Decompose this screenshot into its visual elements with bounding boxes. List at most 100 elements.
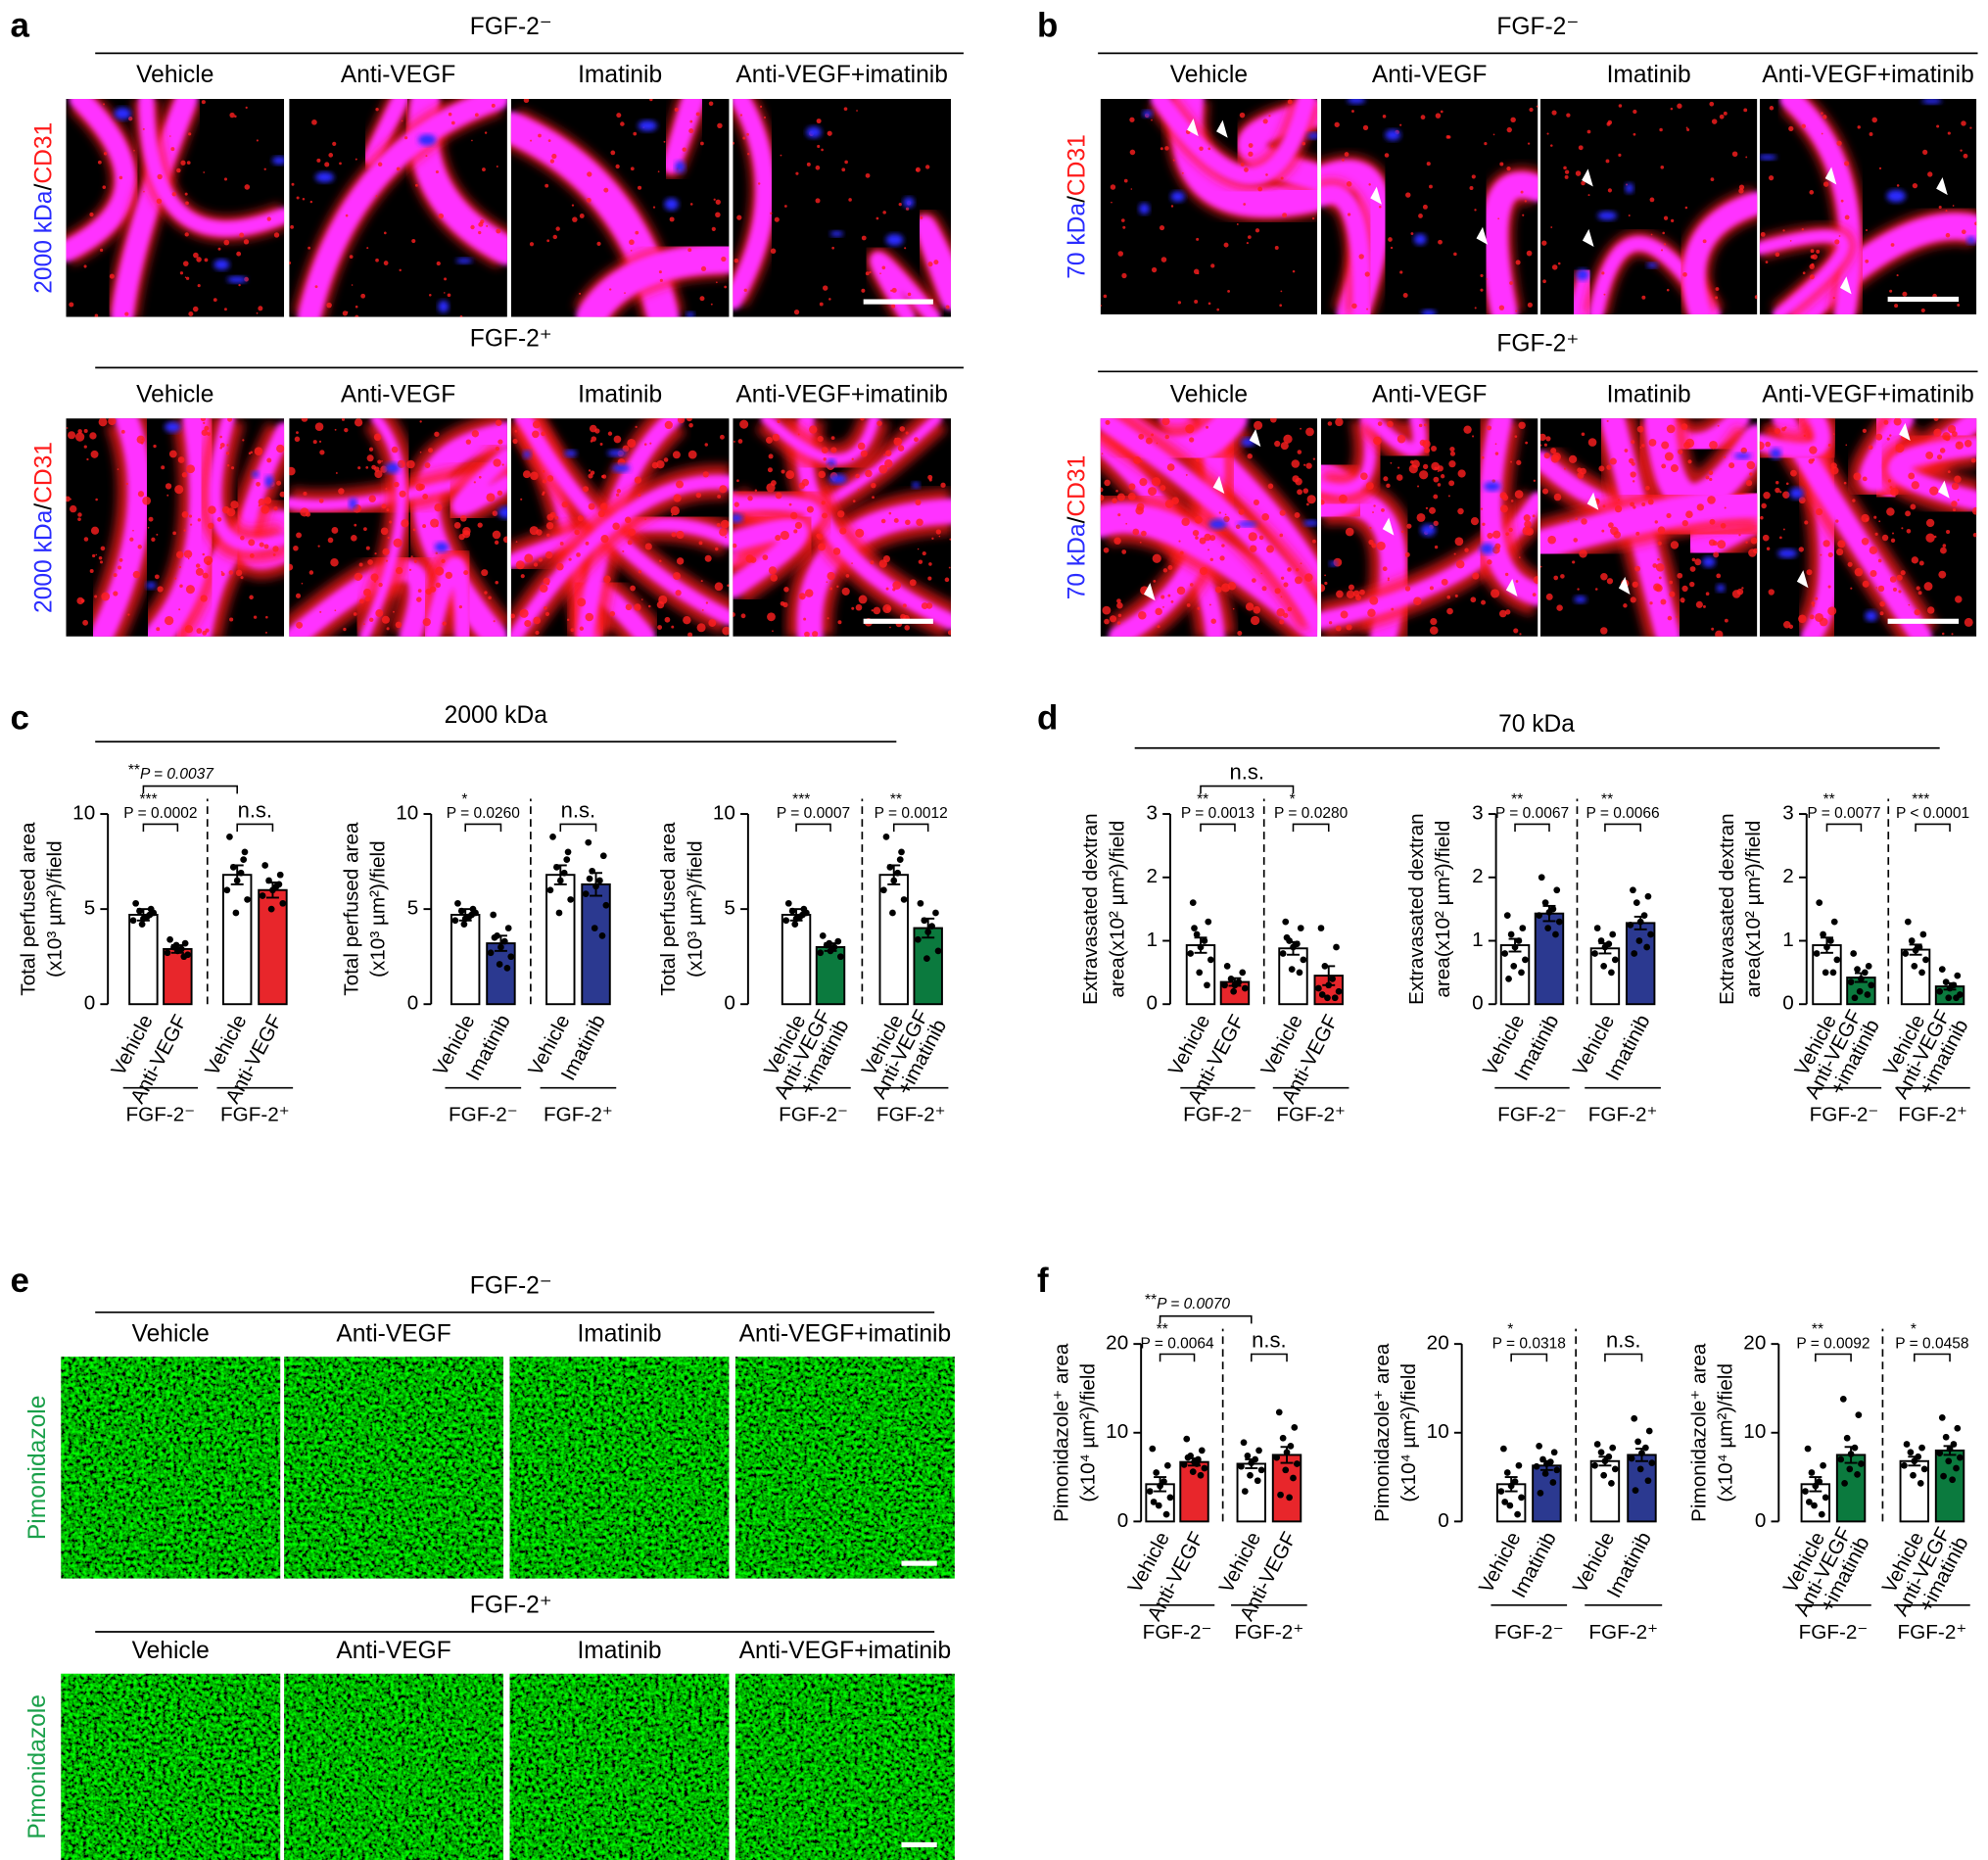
speckle (1564, 169, 1570, 174)
speckle (1276, 607, 1285, 617)
speckle (770, 212, 773, 215)
micrograph (734, 1673, 955, 1860)
tracer-spot (638, 119, 657, 131)
speckle (1618, 104, 1623, 108)
speckle (904, 247, 907, 250)
data-point (1826, 937, 1834, 944)
data-point (180, 953, 188, 961)
speckle (719, 528, 728, 537)
speckle (175, 550, 184, 559)
speckle (201, 429, 209, 436)
speckle (1895, 443, 1905, 453)
speckle (1192, 529, 1200, 537)
speckle (309, 200, 313, 204)
speckle (477, 522, 483, 528)
speckle (369, 617, 374, 623)
data-point (1180, 1461, 1188, 1468)
group-label: FGF-2⁺ (1898, 1104, 1967, 1126)
speckle (720, 519, 730, 529)
speckle (1223, 515, 1230, 523)
speckle (358, 562, 363, 567)
speckle (826, 581, 828, 583)
arrowhead (1586, 492, 1599, 510)
speckle (927, 262, 933, 267)
speckle (314, 285, 318, 289)
data-point (1954, 1424, 1962, 1432)
speckle (1606, 578, 1614, 585)
data-point (1510, 963, 1518, 970)
speckle (819, 302, 824, 307)
vessel (422, 556, 472, 637)
speckle (226, 444, 229, 447)
speckle (1779, 491, 1782, 494)
data-point (460, 921, 468, 929)
speckle (1938, 570, 1947, 579)
speckle (492, 510, 498, 516)
data-point (1497, 1488, 1505, 1495)
speckle (1801, 123, 1806, 129)
speckle (522, 470, 531, 479)
speckle (142, 496, 152, 505)
speckle (1135, 505, 1144, 515)
speckle (1760, 515, 1764, 520)
speckle (1617, 499, 1621, 501)
data-point (1238, 1462, 1245, 1470)
speckle (551, 153, 557, 160)
data-point (1550, 1449, 1558, 1456)
speckle (1381, 507, 1385, 512)
speckle (339, 162, 342, 166)
speckle (1684, 438, 1695, 449)
speckle (1207, 548, 1210, 551)
condition-header: FGF-2⁺ (1496, 331, 1579, 358)
tracer-spot (912, 482, 921, 489)
speckle (556, 562, 564, 571)
speckle (1929, 486, 1939, 496)
speckle (1539, 565, 1542, 568)
speckle (383, 231, 387, 235)
speckle (1514, 490, 1524, 499)
group-label: FGF-2⁻ (779, 1104, 848, 1126)
tracer-spot (1921, 98, 1942, 105)
y-axis-label: Extravasated dextran (1079, 813, 1102, 1005)
speckle (1687, 459, 1692, 464)
y-tick-label: 0 (84, 992, 96, 1015)
speckle (184, 625, 194, 634)
speckle (687, 450, 697, 459)
treatment-label: Anti-VEGF+imatinib (739, 1638, 952, 1664)
y-axis-label: (x10⁴ µm²)/field (1077, 1363, 1100, 1502)
speckle (70, 498, 72, 501)
speckle (1743, 108, 1748, 113)
speckle (1219, 555, 1225, 561)
speckle (734, 258, 739, 263)
speckle (1270, 418, 1277, 423)
bar (450, 913, 481, 1006)
speckle (1486, 278, 1488, 280)
speckle (174, 485, 184, 495)
speckle (295, 593, 302, 598)
speckle (586, 197, 592, 203)
speckle (1862, 476, 1868, 482)
data-point (799, 911, 806, 919)
speckle (1372, 511, 1374, 513)
speckle (949, 538, 951, 541)
speckle (658, 270, 662, 274)
significance-bracket (142, 785, 238, 794)
speckle (1763, 492, 1771, 500)
speckle (1836, 140, 1842, 146)
speckle (683, 615, 691, 625)
speckle (240, 535, 245, 541)
speckle (1151, 433, 1154, 437)
speckle (103, 152, 108, 156)
speckle (1305, 502, 1309, 506)
speckle (759, 105, 763, 108)
speckle (722, 626, 730, 636)
vessel (576, 243, 730, 317)
speckle (1723, 111, 1728, 116)
speckle (1116, 621, 1121, 625)
speckle (829, 587, 832, 591)
data-point (1241, 1488, 1249, 1495)
speckle (1448, 480, 1455, 487)
speckle (1724, 506, 1727, 509)
significance-bracket (1604, 1353, 1643, 1362)
speckle (1925, 452, 1934, 459)
